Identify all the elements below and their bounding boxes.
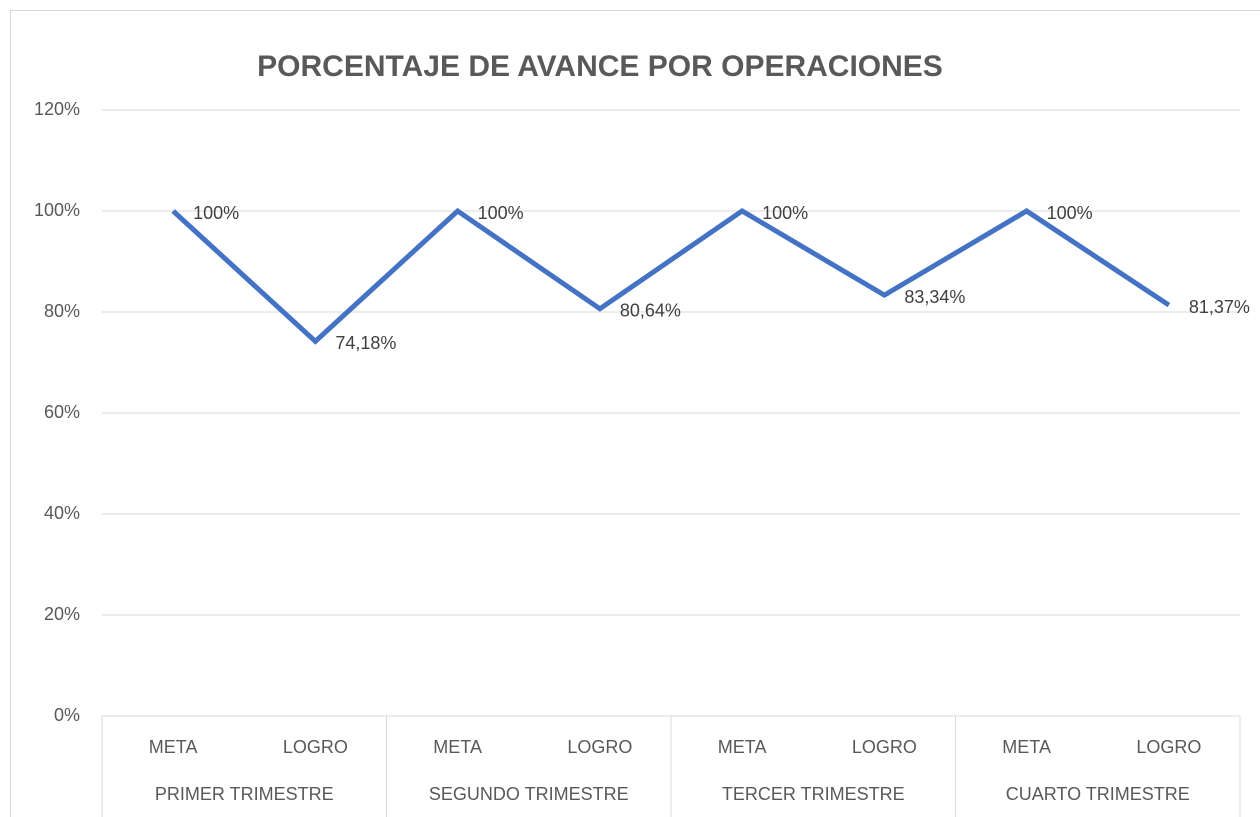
data-label: 83,34% <box>904 287 965 307</box>
group-label: TERCER TRIMESTRE <box>722 784 905 804</box>
group-label: PRIMER TRIMESTRE <box>155 784 334 804</box>
x-tick-label: LOGRO <box>283 737 348 757</box>
data-label: 100% <box>1047 203 1093 223</box>
y-tick-label: 80% <box>44 301 80 321</box>
x-tick-label: META <box>718 737 767 757</box>
chart-border <box>10 10 1260 817</box>
data-label: 80,64% <box>620 301 681 321</box>
x-tick-label: LOGRO <box>852 737 917 757</box>
x-tick-label: META <box>433 737 482 757</box>
x-tick-label: META <box>1002 737 1051 757</box>
data-label: 100% <box>762 203 808 223</box>
x-tick-label: META <box>149 737 198 757</box>
y-tick-label: 120% <box>34 99 80 119</box>
data-label: 81,37% <box>1189 297 1250 317</box>
y-tick-label: 0% <box>54 705 80 725</box>
x-tick-label: LOGRO <box>1136 737 1201 757</box>
y-tick-label: 60% <box>44 402 80 422</box>
group-label: SEGUNDO TRIMESTRE <box>429 784 629 804</box>
group-label: CUARTO TRIMESTRE <box>1006 784 1190 804</box>
line <box>171 207 1171 345</box>
y-tick-label: 40% <box>44 503 80 523</box>
x-tick-label: LOGRO <box>567 737 632 757</box>
y-tick-label: 100% <box>34 200 80 220</box>
data-label: 74,18% <box>335 333 396 353</box>
y-tick-label: 20% <box>44 604 80 624</box>
data-label: 100% <box>478 203 524 223</box>
chart-title: PORCENTAJE DE AVANCE POR OPERACIONES <box>257 50 943 83</box>
data-label: 100% <box>193 203 239 223</box>
